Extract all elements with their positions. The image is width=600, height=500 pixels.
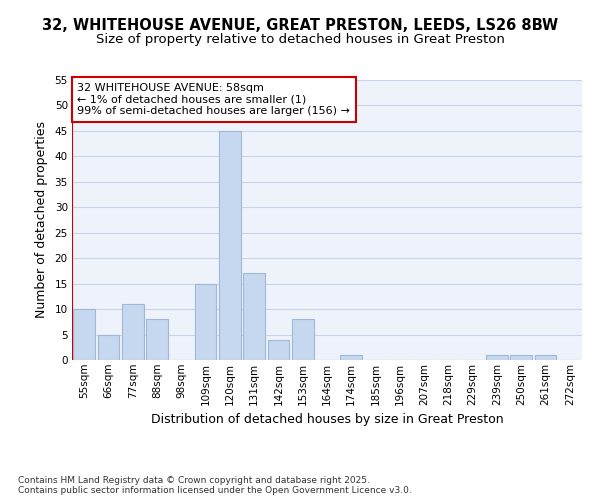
Bar bbox=[73, 309, 95, 360]
Bar bbox=[535, 355, 556, 360]
Text: Size of property relative to detached houses in Great Preston: Size of property relative to detached ho… bbox=[95, 32, 505, 46]
Bar bbox=[219, 131, 241, 360]
X-axis label: Distribution of detached houses by size in Great Preston: Distribution of detached houses by size … bbox=[151, 413, 503, 426]
Text: 32 WHITEHOUSE AVENUE: 58sqm
← 1% of detached houses are smaller (1)
99% of semi-: 32 WHITEHOUSE AVENUE: 58sqm ← 1% of deta… bbox=[77, 83, 350, 116]
Bar bbox=[243, 274, 265, 360]
Bar bbox=[146, 320, 168, 360]
Bar bbox=[292, 320, 314, 360]
Bar bbox=[122, 304, 143, 360]
Text: Contains HM Land Registry data © Crown copyright and database right 2025.
Contai: Contains HM Land Registry data © Crown c… bbox=[18, 476, 412, 495]
Y-axis label: Number of detached properties: Number of detached properties bbox=[35, 122, 47, 318]
Bar bbox=[511, 355, 532, 360]
Bar bbox=[486, 355, 508, 360]
Bar bbox=[97, 334, 119, 360]
Bar bbox=[268, 340, 289, 360]
Bar bbox=[194, 284, 217, 360]
Bar bbox=[340, 355, 362, 360]
Text: 32, WHITEHOUSE AVENUE, GREAT PRESTON, LEEDS, LS26 8BW: 32, WHITEHOUSE AVENUE, GREAT PRESTON, LE… bbox=[42, 18, 558, 32]
